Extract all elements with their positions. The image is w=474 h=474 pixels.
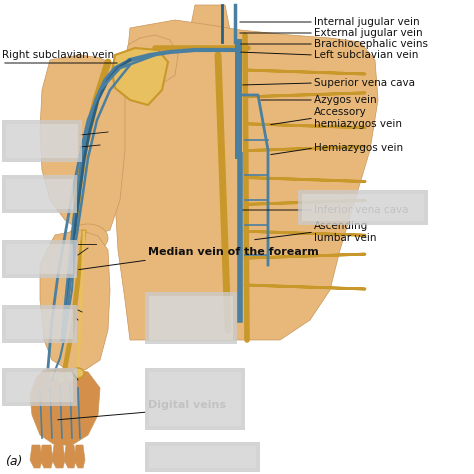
Bar: [2, 175, 77, 213]
Bar: [2, 120, 82, 162]
Text: (a): (a): [5, 455, 22, 468]
Polygon shape: [125, 35, 178, 85]
Text: Median vein of the forearm: Median vein of the forearm: [148, 247, 319, 257]
Text: Left subclavian vein: Left subclavian vein: [314, 50, 419, 60]
Bar: [2, 368, 77, 406]
Text: Azygos vein: Azygos vein: [314, 95, 377, 105]
Polygon shape: [40, 55, 125, 235]
Bar: [302, 194, 424, 221]
Text: Brachiocephalic veins: Brachiocephalic veins: [314, 39, 428, 49]
Polygon shape: [112, 48, 168, 105]
Polygon shape: [30, 368, 100, 445]
Bar: [2, 240, 77, 278]
Bar: [6, 124, 78, 158]
Polygon shape: [30, 445, 42, 468]
Text: Internal jugular vein: Internal jugular vein: [314, 17, 419, 27]
Polygon shape: [74, 445, 85, 468]
Bar: [298, 190, 428, 225]
Text: Superior vena cava: Superior vena cava: [314, 78, 415, 88]
Text: External jugular vein: External jugular vein: [314, 28, 423, 38]
Polygon shape: [52, 445, 65, 468]
Polygon shape: [115, 20, 378, 340]
Text: Hemiazygos vein: Hemiazygos vein: [314, 143, 403, 153]
Bar: [149, 296, 233, 340]
Bar: [145, 368, 245, 430]
Bar: [6, 309, 73, 339]
Bar: [145, 442, 260, 472]
Bar: [6, 179, 73, 209]
Polygon shape: [40, 230, 110, 370]
Ellipse shape: [68, 224, 108, 252]
Ellipse shape: [72, 368, 84, 378]
Polygon shape: [190, 5, 230, 30]
Text: Inferior vena cava: Inferior vena cava: [314, 205, 409, 215]
Text: Accessory
hemiazygos vein: Accessory hemiazygos vein: [314, 107, 402, 129]
Bar: [145, 292, 237, 344]
Bar: [6, 372, 73, 402]
Ellipse shape: [64, 371, 76, 381]
Text: Right subclavian vein: Right subclavian vein: [2, 50, 114, 60]
Ellipse shape: [56, 373, 68, 383]
Ellipse shape: [49, 370, 61, 380]
Bar: [149, 446, 256, 468]
Bar: [6, 244, 73, 274]
Polygon shape: [64, 445, 76, 468]
Text: Ascending
lumbar vein: Ascending lumbar vein: [314, 221, 376, 243]
Bar: [149, 372, 241, 426]
Text: Digital veins: Digital veins: [148, 400, 226, 410]
Polygon shape: [40, 445, 53, 468]
Bar: [2, 305, 77, 343]
